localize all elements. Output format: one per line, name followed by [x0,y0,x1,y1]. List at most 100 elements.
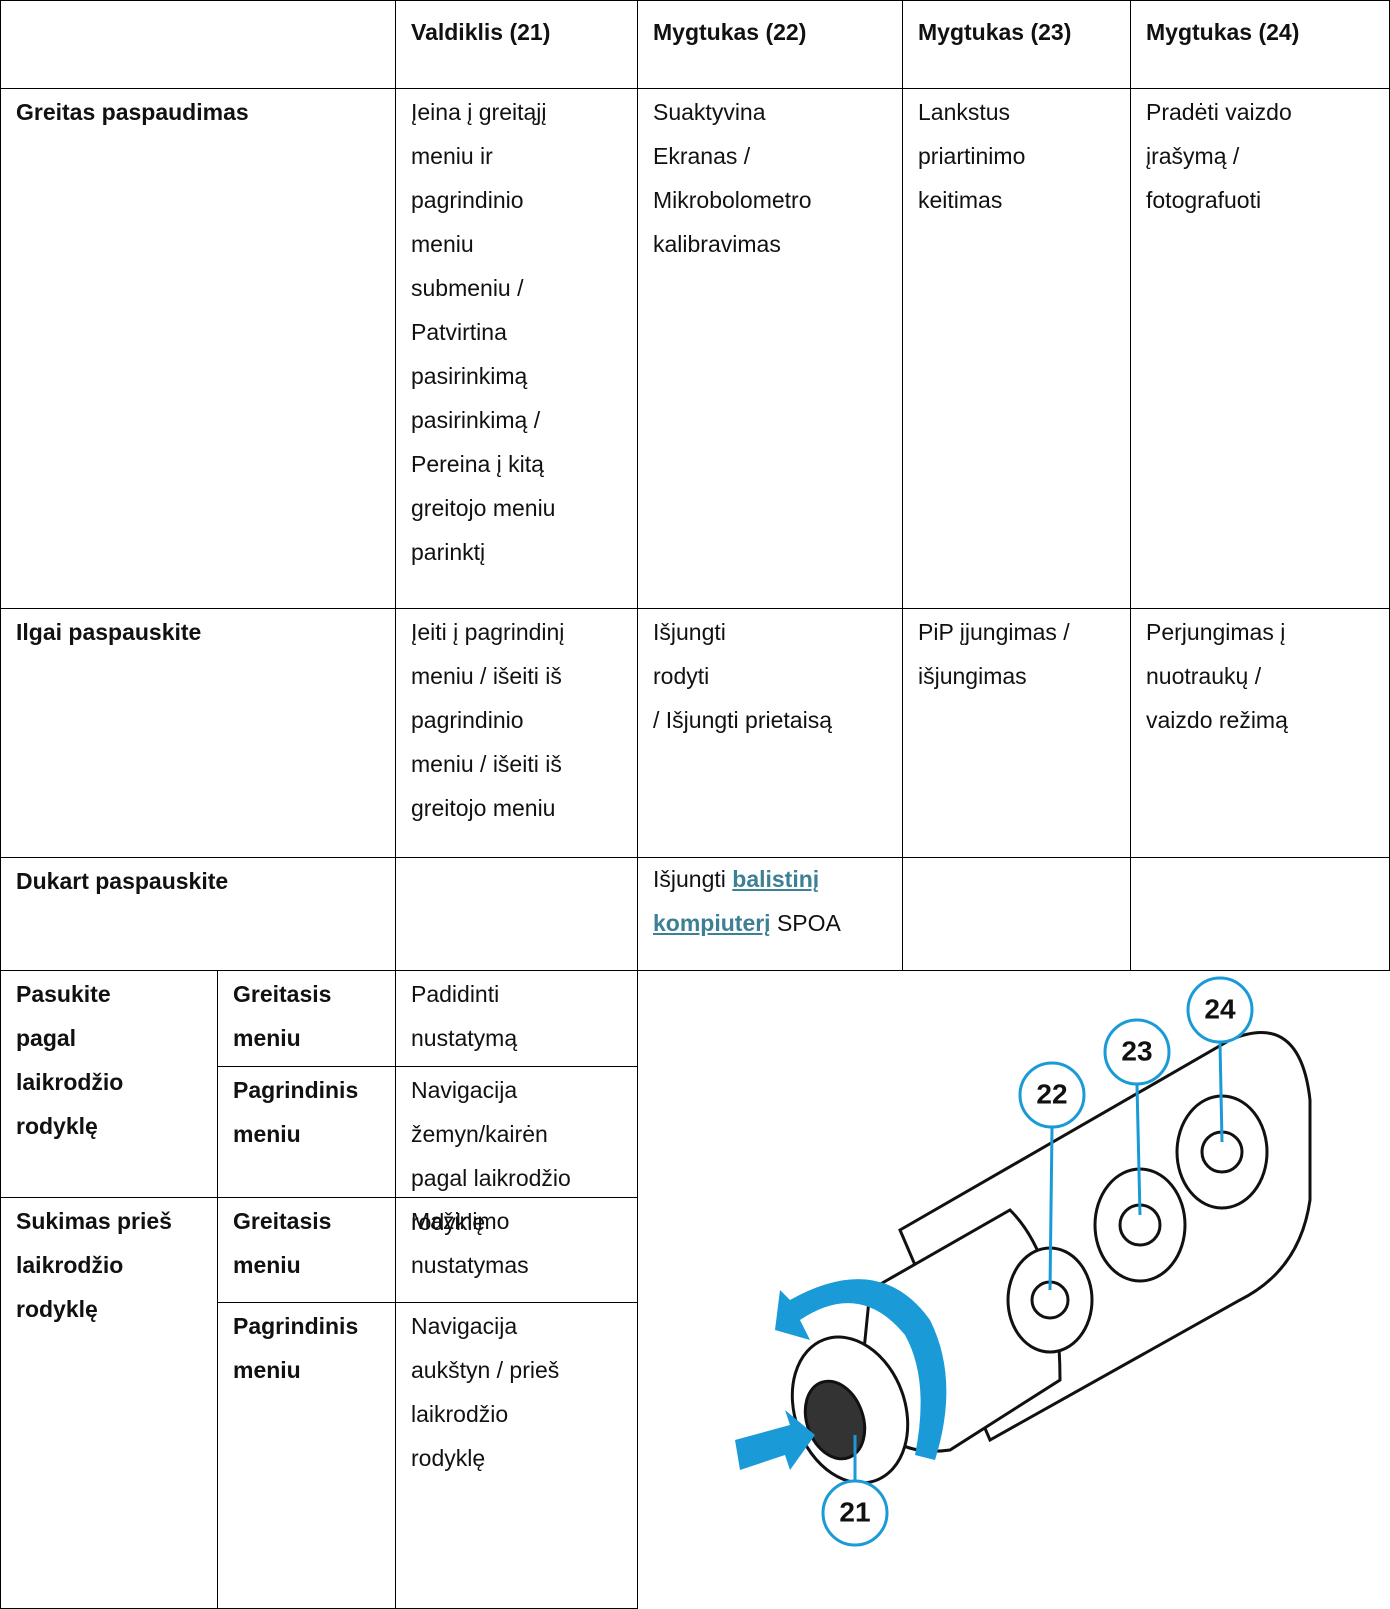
cell-line: meniu [233,1357,301,1383]
cell-line: Mažinimo [411,1208,510,1234]
table-border [0,0,1390,1]
table-cell: Suaktyvina Ekranas / Mikrobolometro kalibra… [637,88,902,266]
callout: 22 [1036,1078,1067,1109]
table-cell: Greitasis meniu [217,970,395,1060]
table-border [217,970,218,1609]
cell-line: Mikrobolometro [653,187,812,213]
table-cell: Mygtukas (23) [902,0,1130,54]
cell-line: žemyn/kairėn [411,1121,548,1147]
table-border [0,857,1390,858]
cell-line: laikrodžio [411,1401,509,1427]
cell-line: meniu [233,1025,301,1051]
callout: 21 [839,1496,870,1527]
table-cell: Valdiklis (21) [395,0,637,54]
cell-line: Greitasis [233,1208,332,1234]
table-border [0,1197,637,1198]
callout: 24 [1204,993,1236,1024]
table-cell: Mažinimo nustatymas [395,1197,637,1287]
cell-line: greitojo meniu [411,795,556,821]
cell-line: įrašymą / [1146,143,1240,169]
cell-line: Suaktyvina [653,99,766,125]
cell-line: Ekranas / [653,143,751,169]
cell-line: Patvirtina [411,319,507,345]
table-cell: PiP įjungimas / išjungimas [902,608,1130,698]
cell-line: kalibravimas [653,231,781,257]
cell-text: SPOA [776,910,841,936]
cell-line: greitojo meniu [411,495,556,521]
cell-line: Navigacija [411,1313,518,1339]
cell-line: rodyklę [411,1445,486,1471]
cell-line: pagrindinio [411,187,524,213]
table-cell: Padidinti nustatymą [395,970,637,1060]
cell-line: nuotraukų / [1146,663,1262,689]
cell-line: meniu ir [411,143,493,169]
cell-line: meniu [233,1252,301,1278]
cell-line: pagal laikrodžio [411,1165,571,1191]
table-border [1130,0,1131,970]
cell-line: meniu [233,1121,301,1147]
link[interactable]: balistinį kompiuterį [653,866,820,936]
cell-line: vaizdo režimą [1146,707,1288,733]
cell-line: Mygtukas (23) [918,19,1072,45]
cell-line: Mygtukas (22) [653,19,807,45]
cell-line: meniu / išeiti iš [411,751,562,777]
cell-line: Padidinti [411,981,500,1007]
cell-text: Išjungti [653,866,726,892]
cell-line: pasirinkimą / [411,407,541,433]
table-border [0,608,1390,609]
cell-line: priartinimo [918,143,1026,169]
table-cell: Sukimas prieš laikrodžio rodyklę [0,1197,217,1331]
cell-line: Greitasis [233,981,332,1007]
cell-line: PiP įjungimas / [918,619,1070,645]
table-cell: Lankstus priartinimo keitimas [902,88,1130,222]
table-cell: Navigacija žemyn/kairėn pagal laikrodžio ro… [395,1066,637,1244]
cell-line: nustatymas [411,1252,529,1278]
table-border [217,1302,637,1303]
cell-line: fotografuoti [1146,187,1262,213]
table-border [637,0,638,1609]
cell-line: meniu / išeiti iš [411,663,562,689]
cell-line: Ilgai paspauskite [16,619,202,645]
cell-line: Pagrindinis [233,1313,359,1339]
table-cell: Greitas paspaudimas [0,88,395,134]
cell-line: Greitas paspaudimas [16,99,249,125]
table-border [217,1066,637,1067]
cell-line: Lankstus [918,99,1011,125]
cell-line: pagal [16,1025,77,1051]
cell-line: rodyti [653,663,710,689]
cell-line: Navigacija [411,1077,518,1103]
cell-line: meniu [411,231,474,257]
table-cell: Mygtukas (24) [1130,0,1390,54]
cell-line: pagrindinio [411,707,524,733]
cell-line: Įeina į greitąjį [411,99,547,125]
table-cell: Greitasis meniu [217,1197,395,1287]
table-border [0,88,1390,89]
cell-line: Dukart paspauskite [16,868,229,894]
cell-line: Įeiti į pagrindinį [411,619,565,645]
cell-line: išjungimas [918,663,1027,689]
cell-line: Pradėti vaizdo [1146,99,1292,125]
cell-line: rodyklę [411,1209,486,1235]
table-cell: Įeina į greitąjį meniu ir pagrindinio meniu… [395,88,637,574]
table-cell: Pasukite pagal laikrodžio rodyklę [0,970,217,1148]
cell-line: / Išjungti prietaisą [653,707,832,733]
table-cell: Mygtukas (22) [637,0,902,54]
table-border [395,0,396,1609]
cell-line: laikrodžio [16,1069,124,1095]
cell-line: Perjungimas į [1146,619,1286,645]
table-cell: Pagrindinis meniu [217,1302,395,1392]
table-cell: Pagrindinis meniu [217,1066,395,1156]
cell-line: nustatymą [411,1025,518,1051]
cell-line: Pereina į kitą [411,451,544,477]
table-cell: Išjungti rodyti / Išjungti prietaisą [637,608,902,742]
cell-line: Valdiklis (21) [411,19,551,45]
cell-line: pasirinkimą [411,363,528,389]
cell-line: submeniu / [411,275,524,301]
callout: 23 [1121,1035,1152,1066]
cell-line: Pasukite [16,981,111,1007]
table-cell: Navigacija aukštyn / prieš laikrodžio rodyk… [395,1302,637,1480]
cell-line: keitimas [918,187,1003,213]
table-border [0,0,1,1609]
